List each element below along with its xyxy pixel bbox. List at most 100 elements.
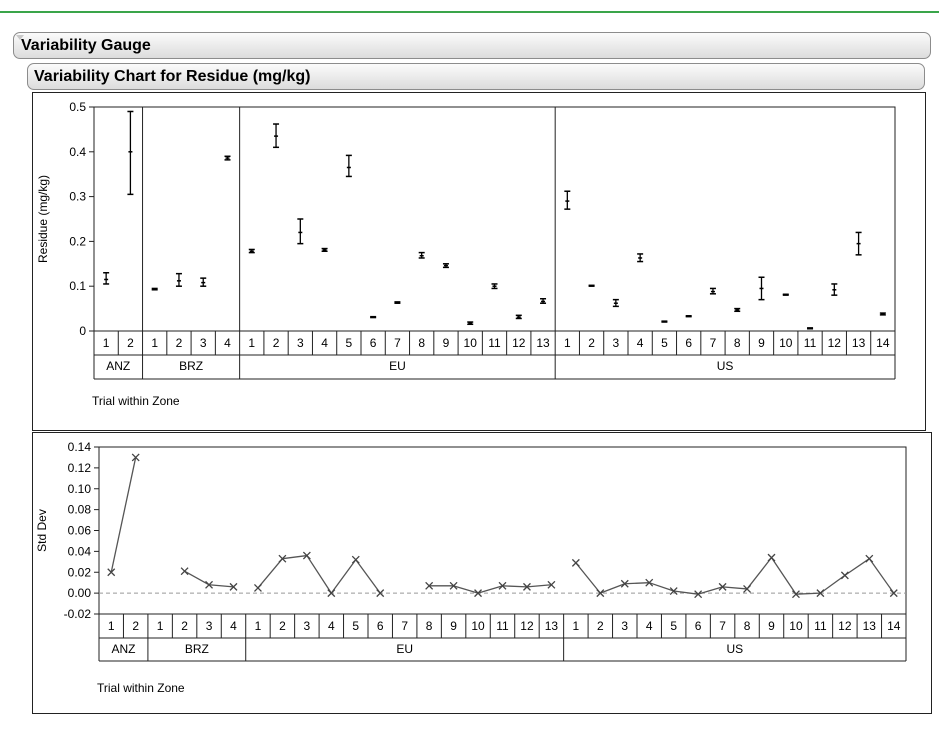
zone-label: ANZ	[106, 359, 130, 373]
series-segment	[649, 582, 674, 592]
trial-label: 14	[887, 619, 901, 633]
trial-label: 7	[401, 619, 408, 633]
x-axis-title: Trial within Zone	[97, 681, 185, 695]
trial-label: 11	[814, 619, 827, 633]
trial-label: 2	[181, 619, 188, 633]
variability-chart-header[interactable]: Variability Chart for Residue (mg/kg)	[27, 63, 925, 90]
trial-label: 13	[863, 619, 877, 633]
plot-frame	[98, 446, 907, 615]
std-dev-point	[669, 587, 678, 595]
std-dev-point	[107, 568, 116, 577]
y-tick-label: -0.02	[64, 607, 92, 621]
std-dev-point	[205, 580, 214, 589]
trial-label: 13	[545, 619, 559, 633]
trial-label: 12	[828, 336, 842, 350]
trial-label: 2	[588, 336, 595, 350]
std-dev-point	[474, 589, 483, 598]
trial-label: 9	[450, 619, 457, 633]
zone-label: ANZ	[111, 642, 135, 656]
top-accent-line	[0, 11, 939, 13]
trial-label: 1	[573, 619, 580, 633]
std-dev-chart-panel: -0.02 0.00 0.02 0.04 0.06 0.08 0.10 0.12 0.14 Std…	[32, 432, 932, 714]
y-tick-label: 0.5	[69, 100, 86, 114]
y-tick-label: 0.00	[68, 586, 92, 600]
trial-label: 4	[646, 619, 653, 633]
trial-label: 13	[852, 336, 866, 350]
zone-label: BRZ	[179, 359, 203, 373]
std-dev-chart: -0.02 0.00 0.02 0.04 0.06 0.08 0.10 0.12 0.14 Std…	[35, 440, 907, 695]
y-tick-label: 0.14	[68, 440, 92, 454]
trial-label: 3	[621, 619, 628, 633]
std-dev-point	[767, 553, 776, 562]
trial-label: 11	[496, 619, 509, 633]
std-dev-point	[645, 578, 654, 587]
trial-label: 1	[151, 336, 158, 350]
y-tick-label: 0.1	[69, 279, 86, 293]
std-dev-point	[449, 581, 458, 590]
zone-label: US	[726, 642, 743, 656]
trial-label: 10	[464, 336, 478, 350]
trial-label: 12	[520, 619, 534, 633]
series-segment	[868, 558, 895, 594]
series-segment	[355, 559, 381, 594]
series-segment	[844, 558, 870, 576]
y-tick-label: 0	[79, 324, 86, 338]
trial-label: 13	[536, 336, 550, 350]
zone-label: US	[717, 359, 734, 373]
variability-gauge-header[interactable]: Variability Gauge	[13, 32, 931, 59]
trial-label: 4	[328, 619, 335, 633]
std-dev-point	[327, 589, 336, 598]
series-segment	[697, 586, 723, 595]
series-segment	[575, 562, 601, 594]
trial-label: 1	[248, 336, 255, 350]
trial-label: 3	[200, 336, 207, 350]
variability-chart-panel: 0 0.1 0.2 0.3 0.4 0.5 Residue (mg/kg) ANZ 1 2 BRZ 1…	[32, 92, 926, 431]
trial-label: 5	[670, 619, 677, 633]
y-tick-label: 0.12	[68, 461, 92, 475]
series-segment	[526, 584, 552, 588]
trial-label: 6	[370, 336, 377, 350]
disclosure-icon[interactable]	[16, 35, 24, 40]
series-segment	[820, 574, 846, 594]
trial-label: 6	[695, 619, 702, 633]
trial-label: 1	[255, 619, 262, 633]
trial-label: 7	[719, 619, 726, 633]
series-segment	[502, 585, 527, 588]
trial-label: 7	[710, 336, 717, 350]
std-dev-point	[816, 589, 825, 598]
zone-label: EU	[396, 642, 413, 656]
series-segment	[306, 555, 332, 594]
trial-label: 2	[273, 336, 280, 350]
series-segment	[673, 590, 699, 595]
trial-label: 3	[297, 336, 304, 350]
trial-label: 4	[637, 336, 644, 350]
series-segment	[184, 570, 210, 586]
std-dev-point	[865, 554, 874, 563]
std-dev-point	[791, 590, 800, 599]
y-tick-label: 0.3	[69, 190, 86, 204]
std-dev-point	[596, 589, 605, 598]
trial-label: 11	[488, 336, 501, 350]
trial-label: 2	[279, 619, 286, 633]
std-dev-point	[620, 579, 629, 588]
trial-label: 14	[876, 336, 890, 350]
trial-label: 12	[512, 336, 526, 350]
series-segment	[477, 585, 503, 594]
std-dev-point	[547, 580, 556, 589]
y-axis-title: Std Dev	[35, 509, 49, 552]
series-segment	[257, 558, 283, 589]
series-segment	[282, 554, 307, 560]
std-dev-point	[498, 581, 507, 590]
series-segment	[208, 584, 234, 588]
trial-label: 5	[346, 336, 353, 350]
trial-label: 9	[758, 336, 765, 350]
std-dev-point	[180, 567, 189, 576]
plot-frame	[93, 106, 896, 332]
trial-label: 3	[206, 619, 213, 633]
std-dev-point	[302, 551, 311, 560]
std-dev-point	[425, 581, 434, 590]
series-segment	[453, 585, 479, 594]
std-dev-point	[718, 582, 727, 591]
series-segment	[624, 582, 650, 585]
